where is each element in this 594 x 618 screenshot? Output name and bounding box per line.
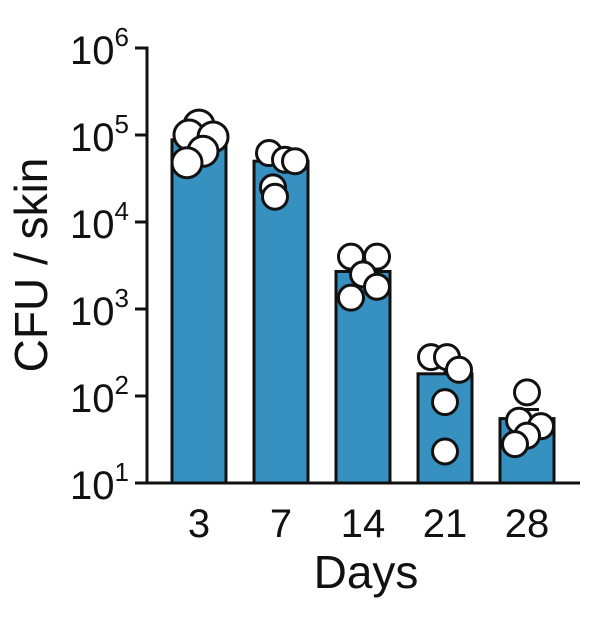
data-point-day-3 (170, 146, 204, 180)
x-tick-label: 14 (341, 502, 386, 546)
y-tick-label: 101 (70, 457, 129, 508)
x-tick-label: 7 (270, 502, 292, 546)
bar-day-7 (252, 159, 310, 485)
data-point-day-14 (337, 283, 365, 312)
y-tick-label: 106 (70, 22, 129, 73)
data-point-day-7 (281, 147, 309, 176)
bars (170, 138, 556, 485)
data-point-day-28 (501, 430, 529, 459)
x-axis-title: Days (314, 546, 419, 598)
data-point-day-21 (431, 437, 459, 466)
y-tick-label: 102 (70, 370, 129, 421)
data-point-day-21 (445, 355, 473, 384)
x-tick-label: 21 (423, 502, 468, 546)
data-point-day-28 (513, 378, 541, 407)
y-tick-label: 103 (70, 283, 129, 334)
axes (135, 46, 580, 485)
y-tick-label: 104 (70, 196, 129, 247)
y-tick-label: 105 (70, 109, 129, 160)
x-tick-label: 3 (188, 502, 210, 546)
data-points (170, 108, 555, 466)
data-point-day-7 (261, 182, 289, 211)
y-axis-title: CFU / skin (5, 158, 57, 373)
bar-day-3 (170, 138, 228, 485)
data-point-day-14 (363, 272, 391, 301)
tick-labels: 3 7 14 21 28 101 102 103 104 105 106 (70, 22, 549, 546)
data-point-day-21 (431, 388, 459, 417)
x-tick-label: 28 (505, 502, 550, 546)
